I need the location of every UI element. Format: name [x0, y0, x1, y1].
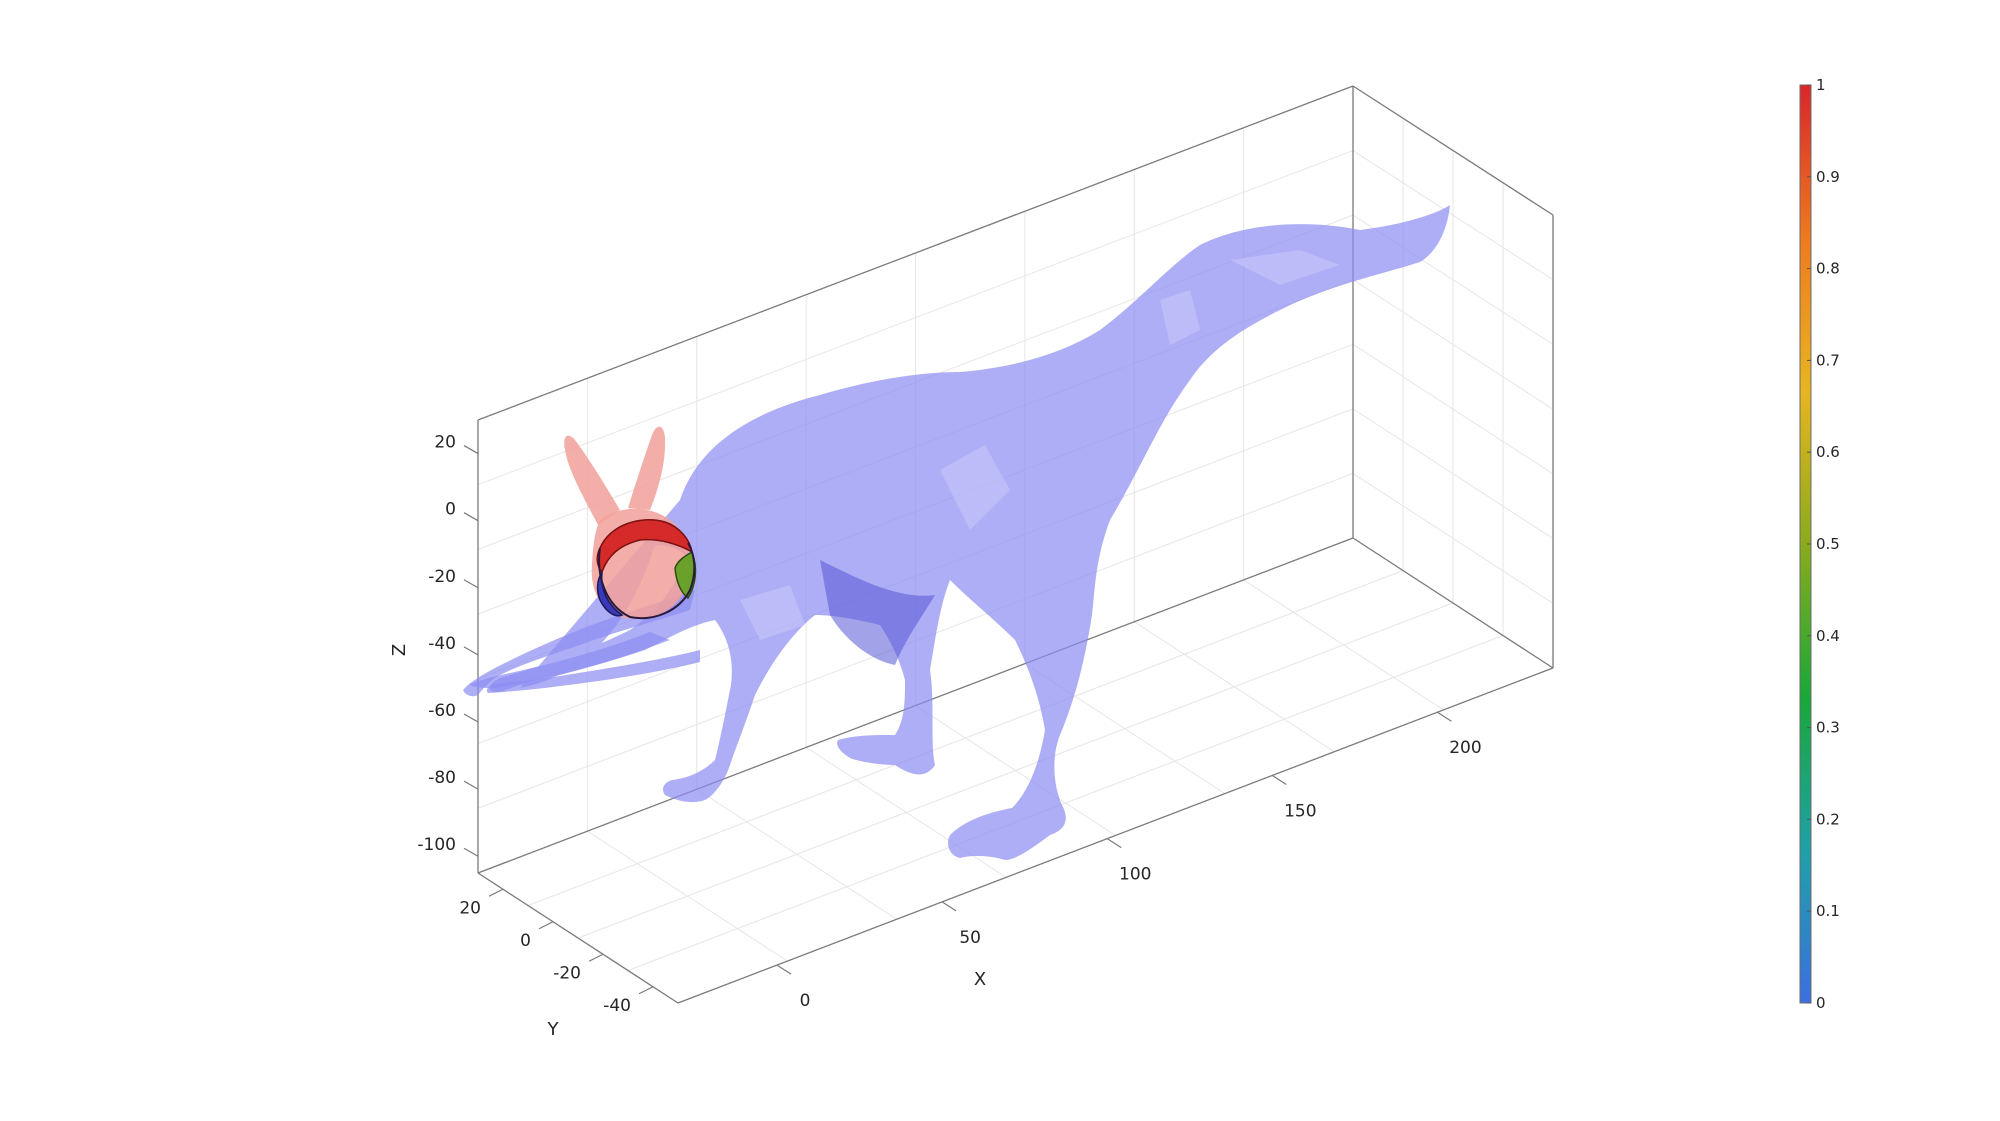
bunny-ring-red — [596, 519, 694, 574]
bunny-mesh — [564, 426, 697, 620]
colorbar-tick-label: 1 — [1816, 76, 1826, 94]
dinosaur-arm-far — [470, 632, 670, 688]
dinosaur-shadow — [820, 560, 935, 665]
box-edge — [1352, 85, 1554, 216]
grid-line — [627, 635, 1504, 971]
colorbar-tick-label: 0.6 — [1816, 443, 1840, 461]
x-tick — [941, 901, 957, 912]
z-tick-label: -80 — [428, 768, 456, 788]
y-tick — [638, 986, 654, 995]
x-tick-label: 50 — [959, 928, 981, 948]
y-tick — [538, 921, 554, 930]
y-tick — [488, 888, 504, 897]
bunny-ring-dark — [598, 542, 696, 620]
z-tick — [463, 512, 479, 522]
grid-line — [577, 602, 1454, 939]
x-tick-label: 100 — [1119, 865, 1151, 885]
colorbar-tick-label: 0 — [1816, 994, 1826, 1012]
y-tick-label: 0 — [520, 931, 531, 951]
x-tick-label: 200 — [1449, 738, 1481, 758]
colorbar-tick-label: 0.4 — [1816, 627, 1840, 645]
z-tick-label: -20 — [428, 567, 456, 587]
box-edge — [477, 872, 679, 1004]
colorbar-tick-label: 0.7 — [1816, 351, 1840, 369]
dinosaur-highlight — [940, 445, 1010, 530]
y-axis-label: Y — [547, 1019, 560, 1040]
bunny-ear-left — [564, 435, 620, 525]
colorbar: 0 0.1 0.2 0.3 0.4 0.5 0.6 0.7 0.8 0.9 1 — [1799, 76, 1840, 1012]
colorbar-tick-label: 0.1 — [1816, 902, 1840, 920]
z-tick-label: -60 — [428, 701, 456, 721]
y-tick-label: -40 — [603, 996, 631, 1016]
dinosaur-forelimb — [486, 650, 700, 693]
x-tick-label: 150 — [1284, 801, 1316, 821]
box-edge — [477, 85, 1354, 421]
y-tick-label: 20 — [459, 898, 481, 918]
colorbar-tick-label: 0.2 — [1816, 810, 1840, 828]
z-tick-label: -100 — [417, 835, 456, 855]
grid-line — [477, 150, 1354, 486]
x-tick — [1437, 711, 1452, 722]
box-edge — [1352, 537, 1554, 669]
colorbar-tick-label: 0.9 — [1816, 168, 1840, 186]
x-tick — [1106, 838, 1122, 849]
y-tick — [588, 953, 604, 962]
x-tick — [1272, 774, 1287, 785]
z-tick — [463, 847, 479, 857]
bunny-ring-blue — [596, 571, 624, 617]
x-axis-label: X — [974, 969, 986, 990]
z-tick-label: -40 — [428, 634, 456, 654]
colorbar-tick-label: 0.3 — [1816, 719, 1840, 737]
x-tick — [776, 964, 792, 975]
z-tick — [463, 445, 479, 455]
x-tick-label: 0 — [800, 991, 811, 1011]
dinosaur-highlight-3 — [1230, 250, 1340, 285]
z-tick — [463, 646, 479, 656]
z-tick — [463, 780, 479, 790]
dinosaur-body — [489, 205, 1450, 860]
dinosaur-highlight-2 — [740, 585, 805, 640]
z-axis-label: Z — [389, 644, 410, 656]
bunny-ear-right — [628, 426, 666, 510]
box-edge — [677, 667, 1554, 1004]
dinosaur-highlight-4 — [1160, 290, 1200, 345]
z-tick — [463, 713, 479, 723]
z-tick — [463, 579, 479, 589]
colorbar-ticks: 0 0.1 0.2 0.3 0.4 0.5 0.6 0.7 0.8 0.9 1 — [1807, 76, 1840, 1012]
grid-line — [527, 570, 1404, 906]
colorbar-tick-label: 0.8 — [1816, 260, 1840, 278]
z-tick-label: 20 — [434, 433, 456, 453]
colorbar-tick-label: 0.5 — [1816, 535, 1840, 553]
z-tick-label: 0 — [445, 500, 456, 520]
y-tick-label: -20 — [553, 963, 581, 983]
